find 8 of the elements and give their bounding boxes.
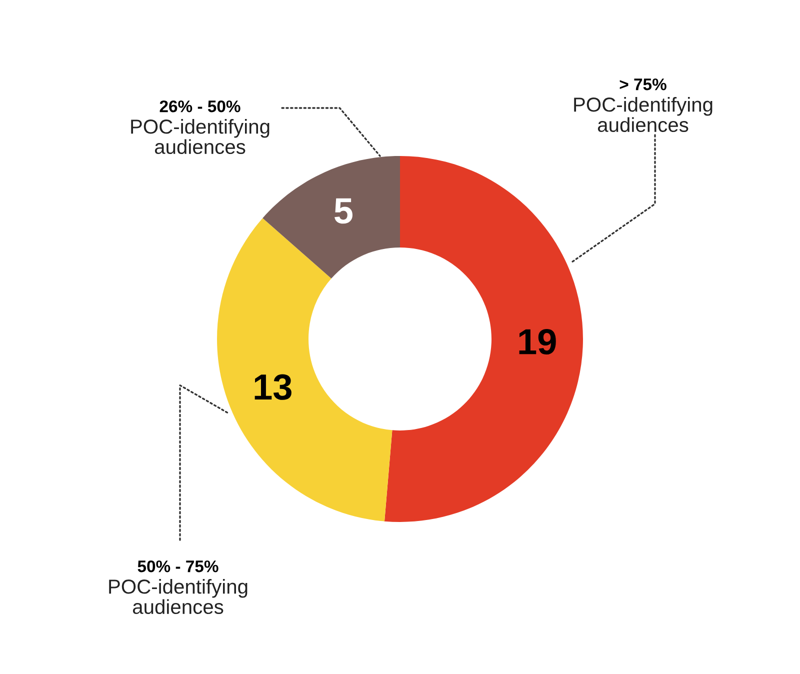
slice-label: 50% - 75% POC-identifying audiences <box>109 560 248 614</box>
data-label: 13 <box>254 374 292 400</box>
slice-label: > 75% POC-identifying audiences <box>574 78 712 132</box>
slice-label: 26% - 50% POC-identifying audiences <box>131 100 270 154</box>
data-label: 19 <box>519 328 556 355</box>
donut-slice <box>384 156 583 522</box>
donut-slice <box>262 156 400 279</box>
data-label: 5 <box>334 198 353 224</box>
